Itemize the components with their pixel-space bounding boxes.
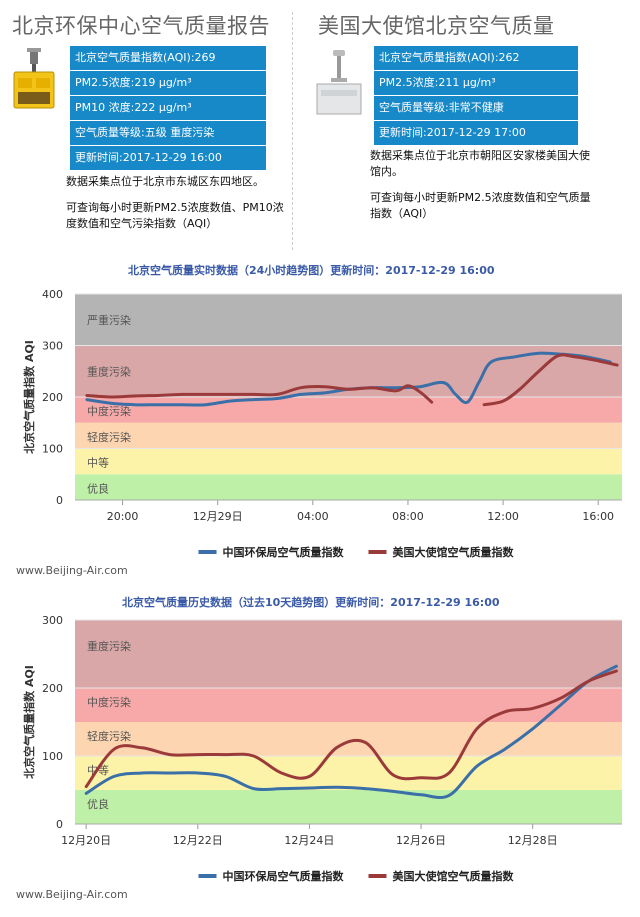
chart2-band-label-3: 中度污染 — [87, 695, 131, 709]
left-panel-title: 北京环保中心空气质量报告 — [12, 14, 270, 38]
chart2-xtick-0: 12月20日 — [61, 834, 111, 847]
chart1-band-0 — [75, 474, 622, 500]
chart1-band-label-5: 严重污染 — [87, 313, 131, 327]
right-desc-query: 可查询每小时更新PM2.5浓度数值和空气质量指数（AQI） — [370, 191, 591, 220]
sampler-device-icon — [315, 48, 363, 120]
chart2-xtick-2: 12月24日 — [284, 834, 334, 847]
chart2-xtick-4: 12月28日 — [508, 834, 558, 847]
watermark-2: www.Beijing-Air.com — [16, 888, 128, 901]
chart1-band-3 — [75, 397, 622, 423]
chart2-legend-label-1: 美国大使馆空气质量指数 — [393, 869, 515, 883]
chart1-band-5 — [75, 294, 622, 346]
chart1-xtick-1: 12月29日 — [193, 510, 243, 523]
panel-divider — [292, 12, 293, 250]
left-level-row: 空气质量等级:五级 重度污染 — [70, 121, 266, 145]
left-pm10-row: PM10 浓度:222 μg/m³ — [70, 96, 266, 120]
realtime-aqi-chart: 优良 中等 轻度污染 中度污染 重度污染 严重污染 0 100 200 300 400 北京空气质量指… — [22, 288, 622, 559]
chart1-xtick-4: 12:00 — [487, 510, 519, 523]
chart1-ytick-3: 300 — [42, 340, 63, 353]
chart1-series-1-line-1 — [482, 353, 619, 407]
chart2-xtick-3: 12月26日 — [396, 834, 446, 847]
chart2-xtick-1: 12月22日 — [173, 834, 223, 847]
right-aqi-row: 北京空气质量指数(AQI):262 — [374, 46, 578, 70]
right-panel-title: 美国大使馆北京空气质量 — [318, 14, 555, 38]
chart1-series-1-line-0 — [85, 384, 434, 404]
chart1-band-label-0: 优良 — [87, 481, 109, 495]
chart2-title: 北京空气质量历史数据（过去10天趋势图）更新时间：2017-12-29 16:0… — [122, 596, 500, 609]
chart2-ytick-2: 200 — [42, 682, 63, 695]
right-update-row: 更新时间:2017-12-29 17:00 — [374, 121, 578, 145]
left-desc-query: 可查询每小时更新PM2.5浓度数值、PM10浓度数值和空气污染指数（AQI） — [66, 201, 284, 230]
chart2-band-label-4: 重度污染 — [87, 639, 131, 653]
chart2-series-1-line-0 — [84, 669, 618, 789]
chart2-ytick-0: 0 — [56, 818, 63, 831]
left-info-box: 北京空气质量指数(AQI):269 PM2.5浓度:219 μg/m³ PM10… — [70, 46, 266, 171]
monitor-device-icon — [12, 48, 56, 116]
chart2-legend-label-0: 中国环保局空气质量指数 — [223, 869, 345, 883]
right-pm25-row: PM2.5浓度:211 μg/m³ — [374, 71, 578, 95]
chart1-xtick-3: 08:00 — [392, 510, 424, 523]
chart2-ytick-1: 100 — [42, 750, 63, 763]
right-info-box: 北京空气质量指数(AQI):262 PM2.5浓度:211 μg/m³ 空气质量… — [374, 46, 578, 146]
chart1-ytick-1: 100 — [42, 443, 63, 456]
chart1-title: 北京空气质量实时数据（24小时趋势图）更新时间：2017-12-29 16:00 — [128, 264, 495, 277]
right-level-row: 空气质量等级:非常不健康 — [374, 96, 578, 120]
chart2-band-3 — [75, 688, 622, 722]
left-desc-location: 数据采集点位于北京市东城区东四地区。 — [66, 175, 264, 188]
left-aqi-row: 北京空气质量指数(AQI):269 — [70, 46, 266, 70]
chart2-band-label-0: 优良 — [87, 797, 109, 811]
chart2-ylabel: 北京空气质量指数 AQI — [22, 665, 36, 779]
chart1-xtick-5: 16:00 — [582, 510, 614, 523]
chart1-band-2 — [75, 422, 622, 449]
chart1-ytick-4: 400 — [42, 288, 63, 301]
chart1-legend-label-0: 中国环保局空气质量指数 — [223, 545, 345, 559]
chart1-ytick-2: 200 — [42, 391, 63, 404]
chart1-band-label-1: 中等 — [87, 456, 109, 470]
right-desc-location: 数据采集点位于北京市朝阳区安家楼美国大使馆内。 — [370, 149, 590, 178]
chart2-series-0-line-0 — [84, 664, 618, 799]
left-update-row: 更新时间:2017-12-29 16:00 — [70, 146, 266, 170]
chart1-band-1 — [75, 448, 622, 475]
chart1-ylabel: 北京空气质量指数 AQI — [22, 340, 36, 454]
left-pm25-row: PM2.5浓度:219 μg/m³ — [70, 71, 266, 95]
watermark-1: www.Beijing-Air.com — [16, 564, 128, 577]
chart2-ytick-3: 300 — [42, 614, 63, 627]
chart1-band-label-3: 中度污染 — [87, 404, 131, 418]
chart2-band-2 — [75, 722, 622, 756]
chart1-ytick-0: 0 — [56, 494, 63, 507]
chart2-band-4 — [75, 620, 622, 688]
chart1-xtick-0: 20:00 — [107, 510, 139, 523]
chart2-band-label-2: 轻度污染 — [87, 729, 131, 743]
chart1-legend-label-1: 美国大使馆空气质量指数 — [393, 545, 515, 559]
chart1-xtick-2: 04:00 — [297, 510, 329, 523]
chart1-band-label-4: 重度污染 — [87, 365, 131, 379]
chart1-band-label-2: 轻度污染 — [87, 430, 131, 444]
chart2-band-0 — [75, 790, 622, 824]
